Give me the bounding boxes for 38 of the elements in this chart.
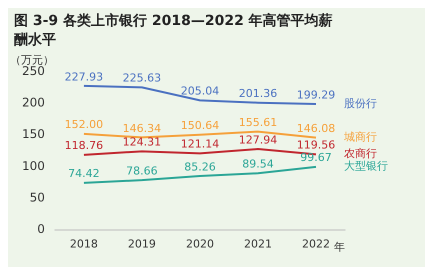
x-tick-label: 2020 (186, 237, 214, 250)
x-tick-label: 2022 (302, 237, 330, 250)
data-label: 127.94 (238, 133, 278, 146)
data-label: 119.56 (296, 138, 336, 152)
chart-title: 图 3-9 各类上市银行 2018—2022 年高管平均薪酬水平 (13, 12, 334, 50)
data-label: 201.36 (238, 87, 278, 100)
data-label: 152.00 (64, 118, 104, 132)
data-label: 227.93 (64, 70, 104, 84)
y-tick-label: 250 (22, 64, 45, 78)
text: 城商行 (342, 130, 377, 144)
x-axis-title: 年 (334, 240, 345, 254)
data-label: 155.61 (238, 116, 278, 129)
data-label: 74.42 (68, 167, 100, 180)
y-tick-label: 0 (37, 222, 45, 236)
data-label: 118.76 (64, 139, 104, 152)
y-tick-label: 50 (30, 190, 45, 204)
y-tick-label: 200 (22, 96, 45, 110)
text: 农商行 (344, 147, 377, 160)
data-label: 78.66 (126, 164, 158, 178)
data-label: 150.64 (180, 119, 220, 132)
y-tick-label: 100 (22, 158, 45, 173)
x-tick-label: 2018 (70, 237, 98, 250)
data-label: 225.63 (122, 72, 162, 85)
y-axis-title: （万元） (10, 53, 54, 66)
text: 股份行 (344, 96, 377, 110)
data-label: 124.31 (122, 136, 162, 149)
data-label: 121.14 (180, 138, 220, 151)
data-label: 199.29 (296, 88, 336, 102)
x-tick-label: 2021 (244, 237, 272, 250)
y-tick-label: 150 (22, 127, 45, 142)
data-label: 85.26 (184, 160, 216, 174)
x-tick-label: 2019 (128, 237, 156, 250)
text: 大型银行 (344, 160, 388, 173)
data-label: 99.67 (300, 151, 332, 164)
data-label: 89.54 (242, 158, 274, 171)
data-label: 146.08 (296, 122, 336, 135)
data-label: 205.04 (180, 84, 220, 98)
data-label: 146.34 (122, 122, 162, 135)
